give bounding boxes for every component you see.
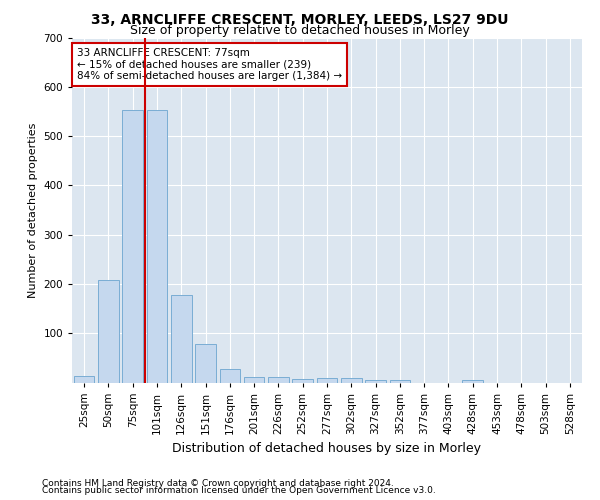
Bar <box>244 376 265 382</box>
Bar <box>292 378 313 382</box>
Text: Contains HM Land Registry data © Crown copyright and database right 2024.: Contains HM Land Registry data © Crown c… <box>42 478 394 488</box>
Bar <box>317 378 337 382</box>
Text: Contains public sector information licensed under the Open Government Licence v3: Contains public sector information licen… <box>42 486 436 495</box>
Text: Size of property relative to detached houses in Morley: Size of property relative to detached ho… <box>130 24 470 37</box>
Bar <box>171 295 191 382</box>
Bar <box>365 380 386 382</box>
Bar <box>463 380 483 382</box>
Bar <box>268 376 289 382</box>
Bar <box>389 380 410 382</box>
Bar <box>195 344 216 383</box>
Bar <box>122 110 143 382</box>
Text: 33, ARNCLIFFE CRESCENT, MORLEY, LEEDS, LS27 9DU: 33, ARNCLIFFE CRESCENT, MORLEY, LEEDS, L… <box>91 12 509 26</box>
Bar <box>220 368 240 382</box>
Text: 33 ARNCLIFFE CRESCENT: 77sqm
← 15% of detached houses are smaller (239)
84% of s: 33 ARNCLIFFE CRESCENT: 77sqm ← 15% of de… <box>77 48 342 81</box>
Bar <box>74 376 94 382</box>
Bar <box>146 110 167 382</box>
Bar <box>98 280 119 382</box>
Y-axis label: Number of detached properties: Number of detached properties <box>28 122 38 298</box>
Bar <box>341 378 362 382</box>
X-axis label: Distribution of detached houses by size in Morley: Distribution of detached houses by size … <box>173 442 482 455</box>
